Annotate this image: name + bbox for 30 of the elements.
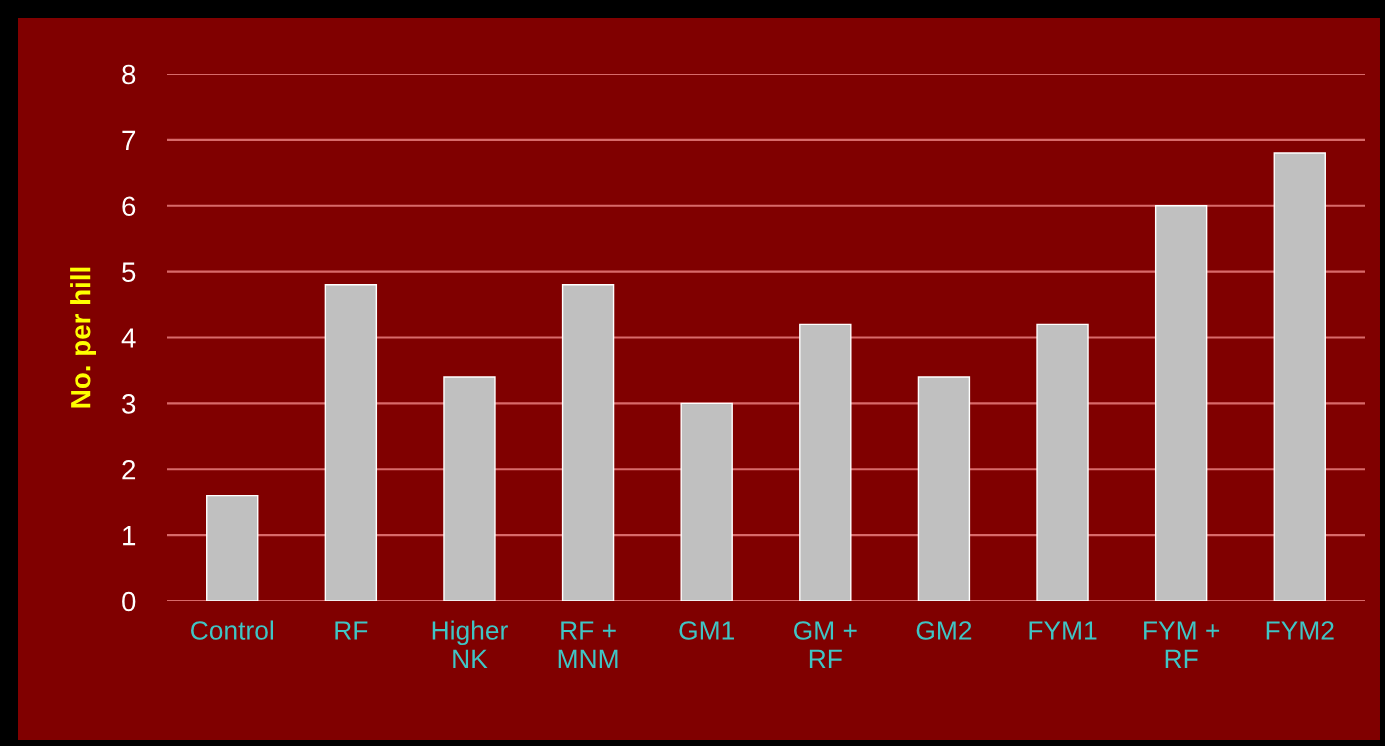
x-tick-label: RF + MNM: [558, 621, 618, 668]
y-axis-title: No. per hill: [70, 267, 96, 408]
x-tick-label: GM + RF: [794, 621, 857, 668]
bar: [324, 284, 378, 601]
y-tick-label: 5: [122, 262, 136, 282]
x-tick-label: GM2: [916, 621, 972, 640]
bar: [443, 376, 496, 601]
y-tick-label: 2: [122, 459, 136, 480]
x-tick-label: GM1: [679, 621, 734, 640]
bar: [1036, 323, 1089, 601]
bar: [1273, 152, 1326, 601]
bar: [206, 494, 259, 601]
x-tick-label: FYM2: [1266, 621, 1334, 640]
x-tick-label: Higher NK: [432, 620, 508, 668]
x-tick-label: RF: [335, 621, 368, 640]
bar: [917, 376, 971, 601]
y-tick-label: 7: [122, 130, 136, 150]
y-tick-label: 4: [121, 328, 136, 348]
x-tick-label: FYM1: [1029, 621, 1097, 640]
y-tick-label: 1: [123, 526, 136, 546]
y-tick-label: 6: [122, 196, 136, 217]
bar: [799, 323, 852, 601]
bar: [561, 284, 615, 601]
y-tick-label: 8: [122, 64, 136, 85]
y-tick-label: 3: [122, 394, 136, 414]
x-tick-label: FYM + RF: [1144, 621, 1220, 668]
bar: [680, 402, 733, 601]
x-tick-label: Control: [191, 620, 274, 640]
y-tick-label: 0: [122, 591, 136, 612]
bar: [1154, 205, 1208, 601]
